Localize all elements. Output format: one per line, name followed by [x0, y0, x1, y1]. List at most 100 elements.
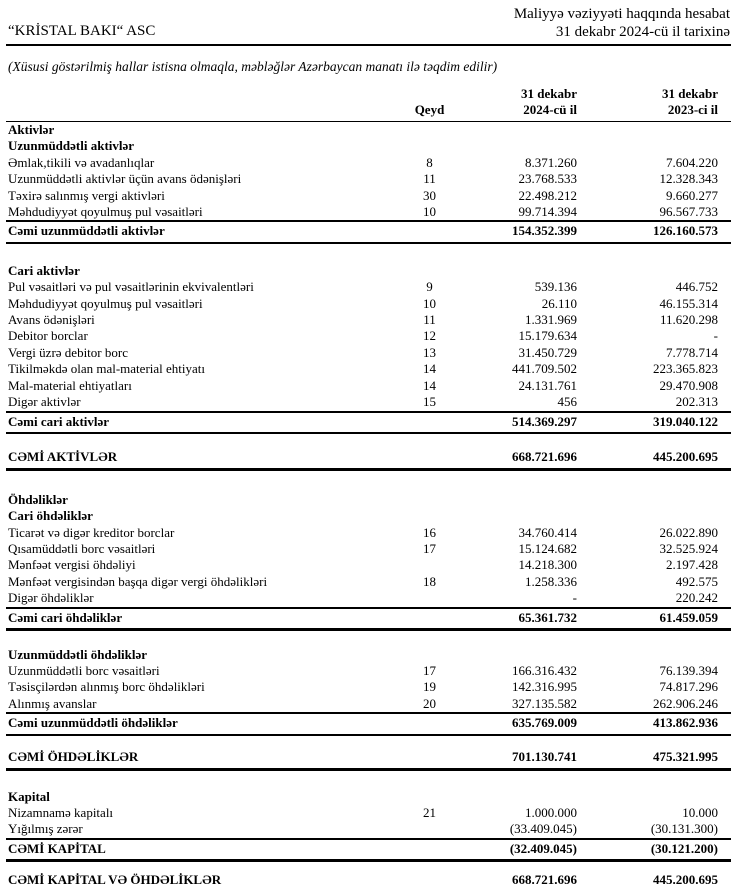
row-label: Cəmi uzunmüddətli aktivlər	[6, 221, 402, 242]
value-2023	[577, 122, 731, 139]
note-value	[402, 138, 457, 154]
row-label: CƏMİ KAPİTAL	[6, 839, 402, 861]
note-value	[402, 821, 457, 838]
spacer-row	[6, 770, 731, 789]
row-label: Digər öhdəliklər	[6, 590, 402, 607]
note-value: 20	[402, 696, 457, 713]
note-value	[402, 412, 457, 433]
value-2023: 7.778.714	[577, 345, 731, 361]
table-row: Uzunmüddətli aktivlər	[6, 138, 731, 154]
note-value: 17	[402, 663, 457, 679]
row-label: Digər aktivlər	[6, 394, 402, 411]
row-label: Tikilməkdə olan mal-material ehtiyatı	[6, 361, 402, 377]
value-2023: 7.604.220	[577, 155, 731, 171]
value-2024: (32.409.045)	[457, 839, 577, 861]
year-2024-column-header: 31 dekabr 2024-cü il	[457, 86, 577, 122]
spacer-cell	[6, 770, 731, 789]
note-value: 12	[402, 328, 457, 344]
year-2023-line2: 2023-ci il	[577, 102, 718, 118]
row-label: Cəmi cari aktivlər	[6, 412, 402, 433]
spacer-row	[6, 630, 731, 647]
row-label: Qısamüddətli borc vəsaitləri	[6, 541, 402, 557]
value-2024	[457, 647, 577, 663]
note-value: 19	[402, 679, 457, 695]
row-label: Öhdəliklər	[6, 492, 402, 508]
table-row: CƏMİ KAPİTAL(32.409.045)(30.121.200)	[6, 839, 731, 861]
note-value: 10	[402, 296, 457, 312]
value-2024: 441.709.502	[457, 361, 577, 377]
year-2023-column-header: 31 dekabr 2023-ci il	[577, 86, 731, 122]
spacer-row	[6, 861, 731, 870]
note-value: 8	[402, 155, 457, 171]
value-2023: 10.000	[577, 805, 731, 821]
value-2024	[457, 789, 577, 805]
note-value	[402, 221, 457, 242]
value-2024: 668.721.696	[457, 447, 577, 470]
value-2024: 24.131.761	[457, 378, 577, 394]
table-row: Kapital	[6, 789, 731, 805]
value-2023: 29.470.908	[577, 378, 731, 394]
note-value	[402, 608, 457, 630]
value-2023: 9.660.277	[577, 188, 731, 204]
row-label: Debitor borclar	[6, 328, 402, 344]
note-value	[402, 789, 457, 805]
value-2023: 96.567.733	[577, 204, 731, 221]
value-2024: 1.000.000	[457, 805, 577, 821]
value-2023: 262.906.246	[577, 696, 731, 713]
row-label: Uzunmüddətli borc vəsaitləri	[6, 663, 402, 679]
row-label: Avans ödənişləri	[6, 312, 402, 328]
value-2024: 635.769.009	[457, 713, 577, 734]
row-label: Cari öhdəliklər	[6, 508, 402, 524]
value-2024: 701.130.741	[457, 747, 577, 770]
value-2023: 445.200.695	[577, 447, 731, 470]
value-2023: 61.459.059	[577, 608, 731, 630]
table-row: Aktivlər	[6, 122, 731, 139]
spacer-cell	[6, 861, 731, 870]
value-2024: 456	[457, 394, 577, 411]
value-2023: 220.242	[577, 590, 731, 607]
spacer-row	[6, 735, 731, 747]
value-2024: 34.760.414	[457, 525, 577, 541]
note-value: 30	[402, 188, 457, 204]
value-2023: -	[577, 328, 731, 344]
row-label: Cəmi cari öhdəliklər	[6, 608, 402, 630]
value-2023: (30.131.300)	[577, 821, 731, 838]
value-2023: 413.862.936	[577, 713, 731, 734]
header-row: Qeyd 31 dekabr 2024-cü il 31 dekabr 2023…	[6, 86, 731, 122]
note-value: 14	[402, 378, 457, 394]
table-row: Digər öhdəliklər-220.242	[6, 590, 731, 607]
value-2023: 202.313	[577, 394, 731, 411]
year-2024-line1: 31 dekabr	[457, 86, 577, 102]
value-2024: 539.136	[457, 279, 577, 295]
row-label: Kapital	[6, 789, 402, 805]
table-row: Uzunmüddətli aktivlər üçün avans ödənişl…	[6, 171, 731, 187]
note-value: 11	[402, 171, 457, 187]
row-label: Təxirə salınmış vergi aktivləri	[6, 188, 402, 204]
row-label: Məhdudiyyət qoyulmuş pul vəsaitləri	[6, 204, 402, 221]
spacer-cell	[6, 630, 731, 647]
note-value: 16	[402, 525, 457, 541]
value-2023: 319.040.122	[577, 412, 731, 433]
note-value	[402, 492, 457, 508]
value-2024	[457, 263, 577, 279]
value-2024: 142.316.995	[457, 679, 577, 695]
note-value: 18	[402, 574, 457, 590]
value-2024: 1.258.336	[457, 574, 577, 590]
spacer-row	[6, 470, 731, 492]
table-row: Mənfəət vergisindən başqa digər vergi öh…	[6, 574, 731, 590]
row-label: Mənfəət vergisindən başqa digər vergi öh…	[6, 574, 402, 590]
value-2023: 223.365.823	[577, 361, 731, 377]
value-2023: 2.197.428	[577, 557, 731, 573]
row-label: Əmlak,tikili və avadanlıqlar	[6, 155, 402, 171]
